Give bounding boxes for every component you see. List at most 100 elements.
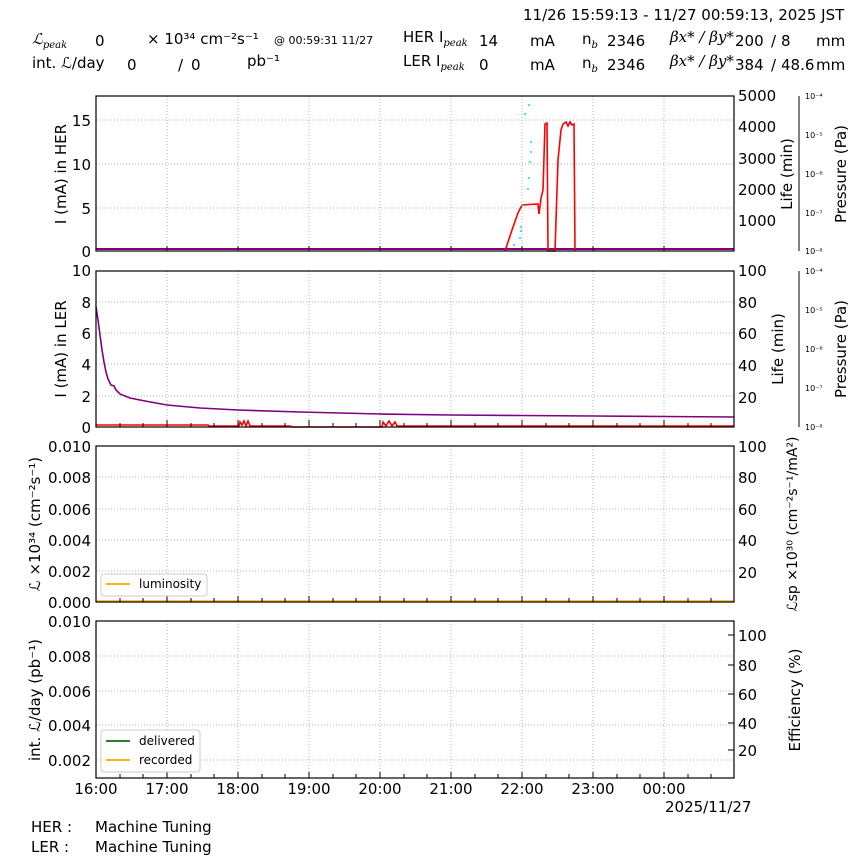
svg-text:luminosity: luminosity: [139, 577, 201, 591]
svg-text:19:00: 19:00: [287, 780, 330, 798]
svg-text:0.000: 0.000: [48, 594, 91, 612]
svg-text:10⁻⁷: 10⁻⁷: [805, 384, 823, 393]
ler-current-line: [96, 418, 734, 429]
svg-text:Pressure (Pa): Pressure (Pa): [832, 125, 850, 223]
svg-text:23:00: 23:00: [571, 780, 614, 798]
svg-text:21:00: 21:00: [429, 780, 472, 798]
svg-text:4: 4: [81, 356, 91, 374]
svg-text:5000: 5000: [738, 87, 776, 105]
legend-labels: luminosity delivered recorded: [139, 577, 201, 767]
ler-beta-x: 384: [735, 56, 764, 74]
lpeak-value: 0: [95, 32, 105, 50]
right-tick-labels: 5000 4000 3000 2000 1000 100 80 60 40 20…: [738, 87, 776, 760]
ler-beta-sep: /: [771, 56, 777, 74]
svg-text:10⁻⁸: 10⁻⁸: [805, 423, 823, 432]
lpeak-unit: × 10³⁴ cm⁻²s⁻¹: [147, 30, 259, 48]
svg-text:0.006: 0.006: [48, 683, 91, 701]
svg-text:10⁻⁵: 10⁻⁵: [805, 131, 823, 140]
svg-text:2000: 2000: [738, 181, 776, 199]
ler-beta-label: βx* / βy*: [670, 52, 734, 70]
ler-beta-unit: mm: [816, 56, 846, 74]
svg-text:0: 0: [81, 419, 91, 437]
svg-text:100: 100: [738, 438, 767, 456]
svg-text:60: 60: [738, 686, 757, 704]
her-ipeak-label: HER Ipeak: [403, 28, 468, 49]
svg-text:10⁻⁴: 10⁻⁴: [805, 267, 823, 276]
svg-text:int. ℒ/day (pb⁻¹): int. ℒ/day (pb⁻¹): [26, 639, 44, 761]
svg-text:80: 80: [738, 657, 757, 675]
svg-text:40: 40: [738, 357, 757, 375]
int-lumi-value: 0: [127, 56, 137, 74]
svg-text:15: 15: [72, 112, 91, 130]
svg-text:0.008: 0.008: [48, 648, 91, 666]
svg-text:20: 20: [738, 564, 757, 582]
int-lumi-sep: /: [178, 56, 184, 74]
svg-text:16:00: 16:00: [74, 780, 117, 798]
svg-text:60: 60: [738, 325, 757, 343]
ler-life-line: [95, 306, 735, 418]
her-status-label: HER :: [31, 818, 73, 836]
svg-text:0.004: 0.004: [48, 532, 91, 550]
x-tick-labels: 16:00 17:00 18:00 19:00 20:00 21:00 22:0…: [74, 780, 685, 798]
axis-titles: I (mA) in HER I (mA) in LER ℒ ×10³⁴ (cm⁻…: [26, 124, 850, 761]
her-current-panel: [95, 95, 800, 252]
ler-frame: [95, 270, 735, 428]
lpeak-label: ℒpeak: [32, 30, 68, 51]
svg-text:80: 80: [738, 294, 757, 312]
lpeak-timestamp: @ 00:59:31 11/27: [274, 34, 374, 47]
her-nb-value: 2346: [607, 32, 646, 50]
her-ipeak-value: 14: [479, 32, 499, 50]
svg-text:recorded: recorded: [139, 753, 192, 767]
svg-text:I (mA) in LER: I (mA) in LER: [52, 300, 70, 397]
svg-text:I (mA) in HER: I (mA) in HER: [52, 124, 70, 224]
ler-nb-value: 2346: [607, 56, 646, 74]
svg-text:0.002: 0.002: [48, 563, 91, 581]
luminosity-panel: [95, 445, 735, 603]
her-beta-x: 200: [735, 32, 764, 50]
ler-current-panel: [95, 270, 800, 429]
luminosity-legend: [100, 573, 208, 597]
ler-ipeak-label: LER Ipeak: [403, 52, 465, 73]
svg-text:40: 40: [738, 715, 757, 733]
svg-text:10: 10: [72, 262, 91, 280]
svg-text:ℒ ×10³⁴ (cm⁻²s⁻¹): ℒ ×10³⁴ (cm⁻²s⁻¹): [26, 457, 44, 591]
svg-text:Efficiency (%): Efficiency (%): [786, 649, 804, 752]
x-axis-date: 2025/11/27: [665, 798, 752, 816]
svg-text:20: 20: [738, 389, 757, 407]
svg-text:6: 6: [81, 325, 91, 343]
int-lumi-value2: 0: [191, 56, 201, 74]
svg-text:3000: 3000: [738, 150, 776, 168]
svg-text:Life (min): Life (min): [769, 313, 787, 385]
int-lumi-panel: [95, 620, 735, 779]
svg-text:0.008: 0.008: [48, 469, 91, 487]
svg-text:0.002: 0.002: [48, 752, 91, 770]
ler-beta-y: 48.6: [781, 56, 815, 74]
svg-text:0.010: 0.010: [48, 438, 91, 456]
her-beta-unit: mm: [816, 32, 846, 50]
int-lumi-unit: pb⁻¹: [247, 52, 280, 70]
her-grid: [96, 96, 734, 251]
intl-frame: [95, 620, 735, 779]
svg-text:00:00: 00:00: [642, 780, 685, 798]
svg-text:10⁻⁴: 10⁻⁴: [805, 92, 823, 101]
ler-x-ticks: [119, 420, 712, 427]
svg-text:80: 80: [738, 469, 757, 487]
svg-text:100: 100: [738, 262, 767, 280]
svg-text:2: 2: [81, 388, 91, 406]
time-range: 11/26 15:59:13 - 11/27 00:59:13, 2025 JS…: [523, 6, 845, 24]
ler-status-value: Machine Tuning: [95, 838, 212, 856]
svg-text:delivered: delivered: [139, 734, 195, 748]
svg-text:0.010: 0.010: [48, 613, 91, 631]
svg-text:100: 100: [738, 627, 767, 645]
svg-text:10⁻⁷: 10⁻⁷: [805, 209, 823, 218]
svg-text:10⁻⁸: 10⁻⁸: [805, 247, 823, 256]
ler-status-label: LER :: [31, 838, 70, 856]
her-beta-y: 8: [781, 32, 791, 50]
intl-grid: [96, 621, 734, 778]
svg-text:0.006: 0.006: [48, 501, 91, 519]
svg-text:10⁻⁵: 10⁻⁵: [805, 306, 823, 315]
left-tick-labels: 15 10 5 0 10 8 6 4 2 0 0.010 0.008 0.006…: [48, 112, 91, 770]
lumi-frame: [95, 445, 735, 603]
her-status-value: Machine Tuning: [95, 818, 212, 836]
